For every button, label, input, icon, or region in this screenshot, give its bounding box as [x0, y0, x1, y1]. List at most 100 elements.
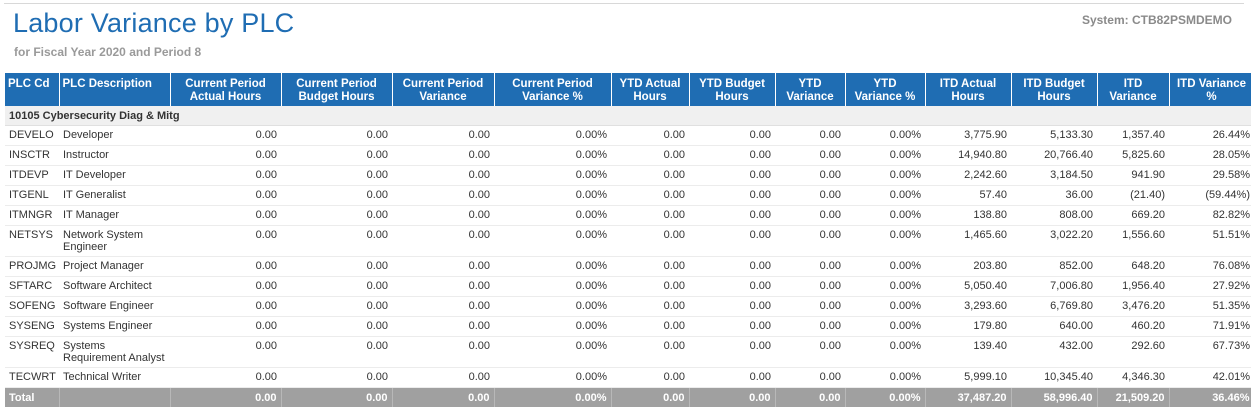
total-value-cell: 0.00 — [611, 387, 690, 407]
column-header[interactable]: YTD Budget Hours — [689, 73, 776, 106]
value-cell: 0.00 — [611, 256, 689, 277]
value-cell: 0.00% — [845, 296, 925, 317]
table-row[interactable]: ITDEVP IT Developer 0.00 0.00 0.00 0.00% 0.00 0… — [5, 165, 1251, 186]
plc-code-cell: ITMNGR — [5, 205, 59, 226]
value-cell: 0.00% — [845, 256, 925, 277]
value-cell: 0.00 — [392, 125, 494, 146]
column-header[interactable]: ITD Variance — [1097, 73, 1170, 106]
value-cell: 0.00 — [689, 125, 775, 146]
value-cell: 0.00 — [689, 185, 775, 206]
column-header[interactable]: ITD Actual Hours — [925, 73, 1012, 106]
value-cell: 0.00 — [611, 367, 689, 388]
value-cell: 0.00% — [494, 165, 611, 186]
value-cell: 0.00 — [689, 367, 775, 388]
value-cell: (59.44%) — [1169, 185, 1251, 206]
table-row[interactable]: SYSREQ Systems Requirement Analyst 0.00 0.0… — [5, 336, 1251, 368]
value-cell: 3,022.20 — [1011, 225, 1097, 257]
value-cell: 0.00% — [494, 225, 611, 257]
column-header[interactable]: Current Period Budget Hours — [281, 73, 393, 106]
plc-description-cell: IT Manager — [59, 205, 170, 226]
plc-code-cell: NETSYS — [5, 225, 59, 257]
value-cell: 0.00 — [689, 256, 775, 277]
value-cell: 0.00 — [611, 165, 689, 186]
value-cell: 0.00 — [775, 165, 845, 186]
plc-code-cell: SFTARC — [5, 276, 59, 297]
plc-description-cell: Software Engineer — [59, 296, 170, 317]
value-cell: 82.82% — [1169, 205, 1251, 226]
column-header[interactable]: Current Period Variance % — [494, 73, 612, 106]
value-cell: 203.80 — [925, 256, 1011, 277]
value-cell: 51.51% — [1169, 225, 1251, 257]
column-header[interactable]: YTD Actual Hours — [611, 73, 690, 106]
value-cell: 0.00% — [845, 185, 925, 206]
column-header[interactable]: ITD Budget Hours — [1011, 73, 1098, 106]
column-header[interactable]: PLC Description — [59, 73, 171, 106]
value-cell: 460.20 — [1097, 316, 1169, 337]
value-cell: 0.00% — [845, 205, 925, 226]
table-row[interactable]: SFTARC Software Architect 0.00 0.00 0.00 0.00… — [5, 276, 1251, 297]
value-cell: 0.00 — [775, 145, 845, 166]
value-cell: 0.00 — [689, 205, 775, 226]
value-cell: 5,825.60 — [1097, 145, 1169, 166]
value-cell: 71.91% — [1169, 316, 1251, 337]
value-cell: 0.00 — [170, 185, 281, 206]
value-cell: 0.00 — [281, 256, 392, 277]
plc-code-cell: TECWRT — [5, 367, 59, 388]
table-row[interactable]: NETSYS Network System Engineer 0.00 0.00 0.0… — [5, 225, 1251, 257]
value-cell: 0.00 — [281, 125, 392, 146]
table-row[interactable]: PROJMG Project Manager 0.00 0.00 0.00 0.00% 0.… — [5, 256, 1251, 277]
column-header[interactable]: YTD Variance % — [845, 73, 926, 106]
value-cell: 1,465.60 — [925, 225, 1011, 257]
value-cell: 0.00 — [611, 336, 689, 368]
value-cell: 0.00 — [689, 225, 775, 257]
plc-description-cell: Developer — [59, 125, 170, 146]
table-row[interactable]: INSCTR Instructor 0.00 0.00 0.00 0.00% 0.00 0.0… — [5, 145, 1251, 166]
value-cell: 0.00 — [281, 225, 392, 257]
table-row[interactable]: DEVELO Developer 0.00 0.00 0.00 0.00% 0.00 0.00… — [5, 125, 1251, 146]
value-cell: 0.00% — [494, 145, 611, 166]
column-header[interactable]: Current Period Actual Hours — [170, 73, 282, 106]
value-cell: 0.00 — [775, 256, 845, 277]
value-cell: 0.00% — [845, 145, 925, 166]
report-grid: PLC Cd PLC Description Current Period Ac… — [5, 73, 1251, 407]
value-cell: 1,556.60 — [1097, 225, 1169, 257]
column-header[interactable]: PLC Cd — [5, 73, 60, 106]
column-header[interactable]: ITD Variance % — [1169, 73, 1251, 106]
value-cell: 0.00 — [281, 336, 392, 368]
column-header[interactable]: YTD Variance — [775, 73, 846, 106]
table-row[interactable]: SYSENG Systems Engineer 0.00 0.00 0.00 0.00% 0… — [5, 316, 1251, 337]
total-row: Total 0.00 0.00 0.00 0.00% 0.00 0.00 0.00 0.00% 3… — [5, 387, 1251, 407]
value-cell: 0.00 — [281, 165, 392, 186]
plc-description-cell: Network System Engineer — [59, 225, 170, 257]
column-header[interactable]: Current Period Variance — [392, 73, 495, 106]
total-label: Total — [5, 387, 60, 407]
value-cell: 26.44% — [1169, 125, 1251, 146]
value-cell: 0.00 — [392, 165, 494, 186]
value-cell: 0.00% — [494, 336, 611, 368]
plc-description-cell: Project Manager — [59, 256, 170, 277]
plc-code-cell: ITDEVP — [5, 165, 59, 186]
plc-description-cell: Instructor — [59, 145, 170, 166]
value-cell: 14,940.80 — [925, 145, 1011, 166]
value-cell: 0.00 — [611, 145, 689, 166]
table-row[interactable]: ITMNGR IT Manager 0.00 0.00 0.00 0.00% 0.00 0.0… — [5, 205, 1251, 226]
value-cell: 0.00 — [170, 316, 281, 337]
plc-description-cell: Systems Requirement Analyst — [59, 336, 170, 368]
value-cell: 36.00 — [1011, 185, 1097, 206]
plc-description-cell: Software Architect — [59, 276, 170, 297]
value-cell: 28.05% — [1169, 145, 1251, 166]
value-cell: 0.00 — [170, 165, 281, 186]
table-row[interactable]: SOFENG Software Engineer 0.00 0.00 0.00 0.00%… — [5, 296, 1251, 317]
table-row[interactable]: TECWRT Technical Writer 0.00 0.00 0.00 0.00% 0… — [5, 367, 1251, 388]
total-value-cell: 21,509.20 — [1097, 387, 1170, 407]
value-cell: 0.00 — [170, 367, 281, 388]
total-value-cell: 0.00 — [392, 387, 495, 407]
value-cell: 138.80 — [925, 205, 1011, 226]
value-cell: 0.00 — [281, 145, 392, 166]
value-cell: 0.00 — [611, 316, 689, 337]
value-cell: 0.00 — [775, 225, 845, 257]
table-row[interactable]: ITGENL IT Generalist 0.00 0.00 0.00 0.00% 0.00… — [5, 185, 1251, 206]
value-cell: 0.00 — [281, 367, 392, 388]
value-cell: 0.00 — [392, 225, 494, 257]
value-cell: 0.00% — [494, 296, 611, 317]
